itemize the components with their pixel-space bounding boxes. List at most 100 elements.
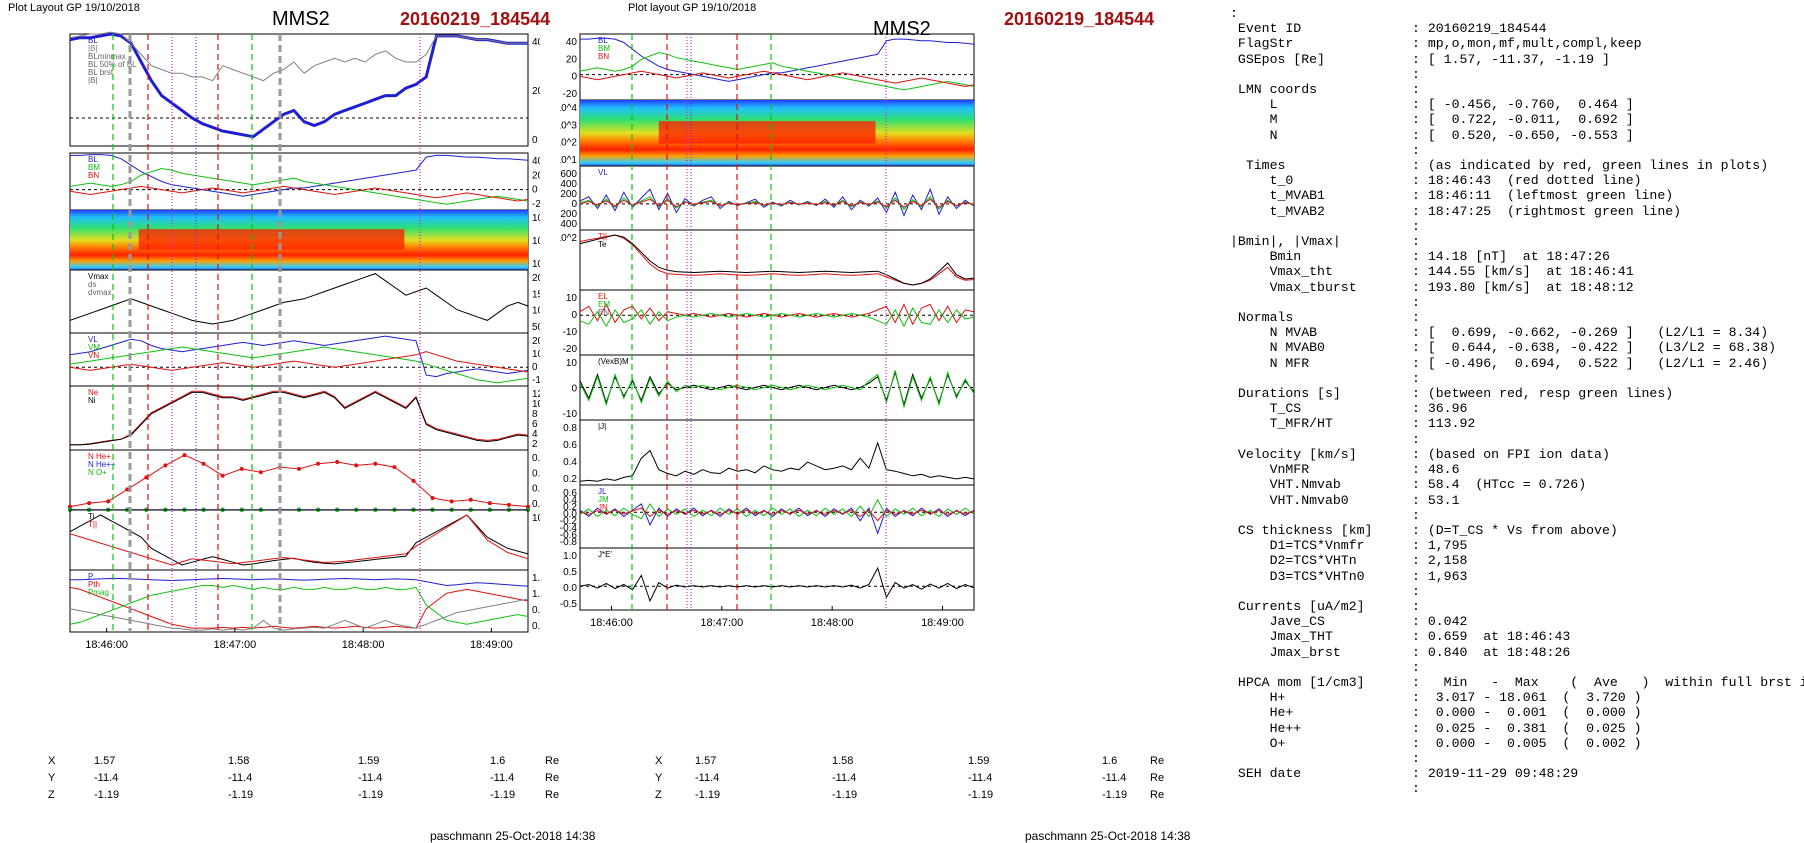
info-line: D2=TCS*VHTn : 2,158	[1230, 553, 1468, 569]
panel-frame	[579, 289, 975, 356]
y-tick-label: 0	[571, 199, 577, 210]
panel-frame	[579, 33, 975, 101]
info-line: Normals :	[1230, 310, 1420, 326]
info-line: FlagStr : mp,o,mon,mf,mult,compl,keep	[1230, 36, 1642, 52]
y-tick-label: 10^2	[532, 259, 540, 270]
right-layout-label: Plot layout GP 19/10/2018	[628, 2, 757, 14]
legend-label: BLminmax	[88, 52, 126, 61]
y-tick-label: -100	[532, 375, 540, 386]
coord-label: X	[48, 755, 56, 767]
legend-label: T||	[88, 520, 97, 529]
info-line: Velocity [km/s] : (based on FPI ion data…	[1230, 446, 1610, 462]
coord-value: 1.58	[832, 755, 854, 767]
y-tick-label: 0.4	[563, 495, 577, 506]
coord-value: -11.4	[832, 772, 857, 784]
info-line: :	[1230, 781, 1420, 797]
legend-label: |B|	[88, 76, 98, 85]
data-point	[220, 473, 225, 478]
series-em	[579, 307, 975, 328]
data-point	[487, 501, 492, 506]
series-t-	[579, 234, 975, 286]
series--vexb-m	[579, 370, 975, 407]
y-tick-label: 2	[532, 439, 538, 450]
right-footer: paschmann 25-Oct-2018 14:38	[1025, 829, 1191, 843]
y-tick-label: 40	[532, 37, 540, 48]
coord-value: -1.19	[228, 789, 254, 801]
info-line: :	[1230, 659, 1420, 675]
legend-label: EM	[598, 300, 610, 309]
y-tick-label: -0.4	[560, 523, 577, 534]
y-tick-label: 12	[532, 389, 540, 400]
y-tick-label: 4	[532, 429, 538, 440]
coord-unit: Re	[545, 772, 560, 784]
coord-value: 1.59	[968, 755, 990, 767]
y-tick-label: -20	[563, 89, 578, 100]
data-point	[316, 461, 321, 466]
time-tick-label: 18:46:00	[85, 639, 128, 651]
series-bl	[69, 32, 528, 139]
info-line: Currents [uA/m2] :	[1230, 598, 1420, 614]
info-line: :	[1230, 431, 1420, 447]
y-tick-label: 0.0	[532, 621, 540, 632]
panel-frame	[579, 547, 975, 611]
info-line: Jmax_THT : 0.659 at 18:46:43	[1230, 629, 1571, 645]
data-point	[373, 461, 378, 466]
series-ne	[70, 390, 529, 446]
coord-value: 1.57	[94, 755, 116, 767]
info-line: D1=TCS*Vnmfr : 1,795	[1230, 538, 1468, 554]
coord-value: -11.4	[968, 772, 993, 784]
data-point	[182, 453, 187, 458]
left-coord-table: X 1.57 1.58 1.59 1.6 Re Y -11.4 -11.4 -11.4 -11.4 R…	[0, 755, 560, 815]
info-line: Durations [s] : (between red, resp green…	[1230, 386, 1674, 402]
series-j-e-	[579, 566, 975, 603]
info-line: Vmax_tht : 144.55 [km/s] at 18:46:41	[1230, 264, 1634, 280]
right-plot-stack: BLBMBN40200-20BLMN10^410^310^210^1Energy…	[560, 33, 975, 629]
y-tick-label: 0	[532, 362, 538, 373]
data-point	[297, 466, 301, 471]
y-tick-label: 40	[532, 156, 540, 167]
y-tick-label: -20	[532, 199, 540, 210]
info-line: :	[1230, 583, 1420, 599]
series-bl	[580, 37, 975, 82]
event-info-text: : Event ID : 20160219_184544 FlagStr : m…	[1230, 6, 1804, 797]
y-tick-label: 0.6	[563, 440, 577, 451]
y-tick-label: 0.5	[532, 605, 540, 616]
left-footer: paschmann 25-Oct-2018 14:38	[430, 829, 596, 843]
series-vl	[69, 335, 529, 378]
coord-value: -1.19	[358, 789, 384, 801]
y-tick-label: 0	[571, 384, 577, 395]
y-tick-label: 10^3	[532, 236, 540, 247]
series-bm	[579, 52, 975, 91]
y-tick-label: 10^2	[560, 233, 577, 244]
spectrogram-hot-band	[138, 229, 405, 250]
series-bm	[69, 167, 529, 205]
y-tick-label: 6	[532, 419, 538, 430]
y-tick-label: 20	[532, 86, 540, 97]
legend-label: P	[88, 572, 93, 581]
series--vi-	[69, 273, 529, 325]
info-line: t_0 : 18:46:43 (red dotted line)	[1230, 173, 1642, 189]
series--b-	[69, 31, 528, 82]
spectrogram-hot-band	[658, 121, 876, 144]
y-tick-label: 0.5	[563, 567, 577, 578]
y-tick-label: 0.2	[563, 474, 577, 485]
y-tick-label: 0.1	[532, 484, 540, 495]
series-ni	[70, 391, 529, 446]
data-point	[449, 499, 454, 504]
coord-value: 1.6	[1102, 755, 1118, 767]
series-t-	[69, 514, 529, 566]
y-tick-label: -0.2	[560, 516, 577, 527]
data-point	[258, 470, 263, 475]
coord-value: 1.59	[358, 755, 380, 767]
panel-frame	[579, 484, 975, 549]
legend-label: Te	[598, 240, 607, 249]
info-line: CS thickness [km] : (D=T_CS * Vs from ab…	[1230, 522, 1618, 538]
time-tick-label: 18:49:00	[921, 617, 964, 629]
y-tick-label: -10	[563, 409, 578, 420]
info-line: T_CS : 36.96	[1230, 401, 1468, 417]
info-line: O+ : 0.000 - 0.005 ( 0.002 )	[1230, 735, 1642, 751]
series-bn	[69, 185, 529, 202]
info-line: N MVAB : [ 0.699, -0.662, -0.269 ] (L2/L…	[1230, 325, 1769, 341]
